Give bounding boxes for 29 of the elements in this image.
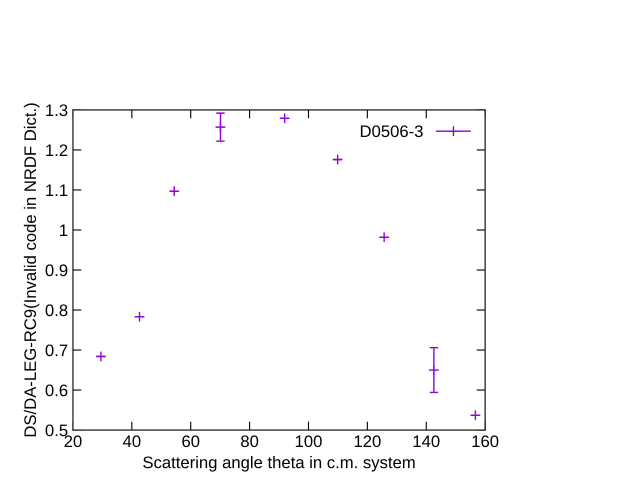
y-tick-label: 1.2 [46, 144, 68, 156]
x-tick-label: 100 [296, 435, 322, 448]
x-axis-title: Scattering angle theta in c.m. system [143, 456, 415, 472]
x-tick-label: 140 [414, 435, 440, 448]
point [470, 410, 481, 421]
x-tick-label: 60 [182, 435, 200, 448]
y-tick-label: 1 [60, 224, 68, 236]
point [378, 232, 390, 243]
point [168, 186, 180, 197]
y-tick-label: 0.8 [46, 304, 68, 316]
point [134, 311, 146, 322]
x-tick-label: 40 [122, 435, 140, 448]
y-tick-label: 0.9 [46, 264, 68, 276]
x-tick-label: 20 [64, 435, 82, 448]
x-tick-label: 120 [354, 435, 381, 448]
point [95, 350, 106, 362]
y-tick-label: 0.5 [46, 424, 68, 436]
point [428, 364, 440, 376]
point [214, 122, 226, 133]
y-axis-title: DS/DA-LEG-RC9(Invalid code in NRDF Dict.) [24, 103, 40, 436]
point [332, 154, 344, 166]
y-tick-label: 1.3 [46, 104, 68, 116]
y-tick-label: 1.1 [46, 184, 68, 196]
y-tick-label: 0.6 [46, 384, 68, 396]
legend-label: D0506-3 [360, 125, 423, 138]
x-tick-label: 80 [241, 435, 258, 448]
y-tick-label: 0.7 [46, 344, 68, 356]
point [279, 112, 290, 124]
x-tick-label: 160 [472, 435, 498, 448]
